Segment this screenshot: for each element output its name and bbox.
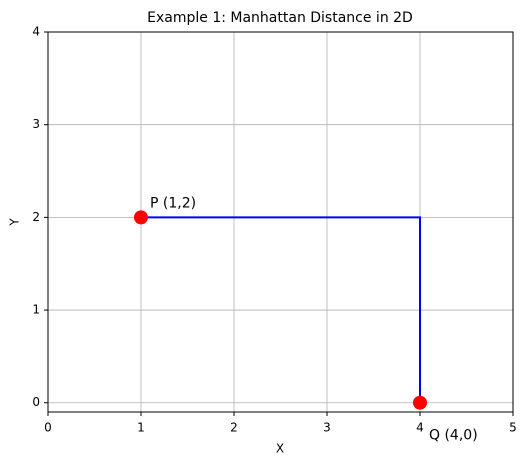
y-axis-label: Y [8,218,22,227]
point [134,210,148,225]
y-tick-label: 1 [32,303,40,317]
y-tick-label: 4 [32,25,40,39]
x-tick-label: 0 [44,421,52,435]
x-axis-label: X [276,442,284,456]
point-label: Q (4,0) [429,428,478,444]
y-tick-label: 0 [32,395,40,409]
point [413,395,427,410]
x-tick-label: 3 [323,421,331,435]
x-tick-label: 2 [230,421,238,435]
point-label: P (1,2) [150,195,196,211]
plot-frame [47,31,514,413]
manhattan-path [141,216,421,403]
x-tick-label: 1 [137,421,145,435]
x-tick-label: 5 [509,421,517,435]
y-tick-label: 2 [32,210,40,224]
x-tick-label: 4 [416,421,424,435]
chart-title: Example 1: Manhattan Distance in 2D [147,10,413,26]
y-tick-label: 3 [32,117,40,131]
